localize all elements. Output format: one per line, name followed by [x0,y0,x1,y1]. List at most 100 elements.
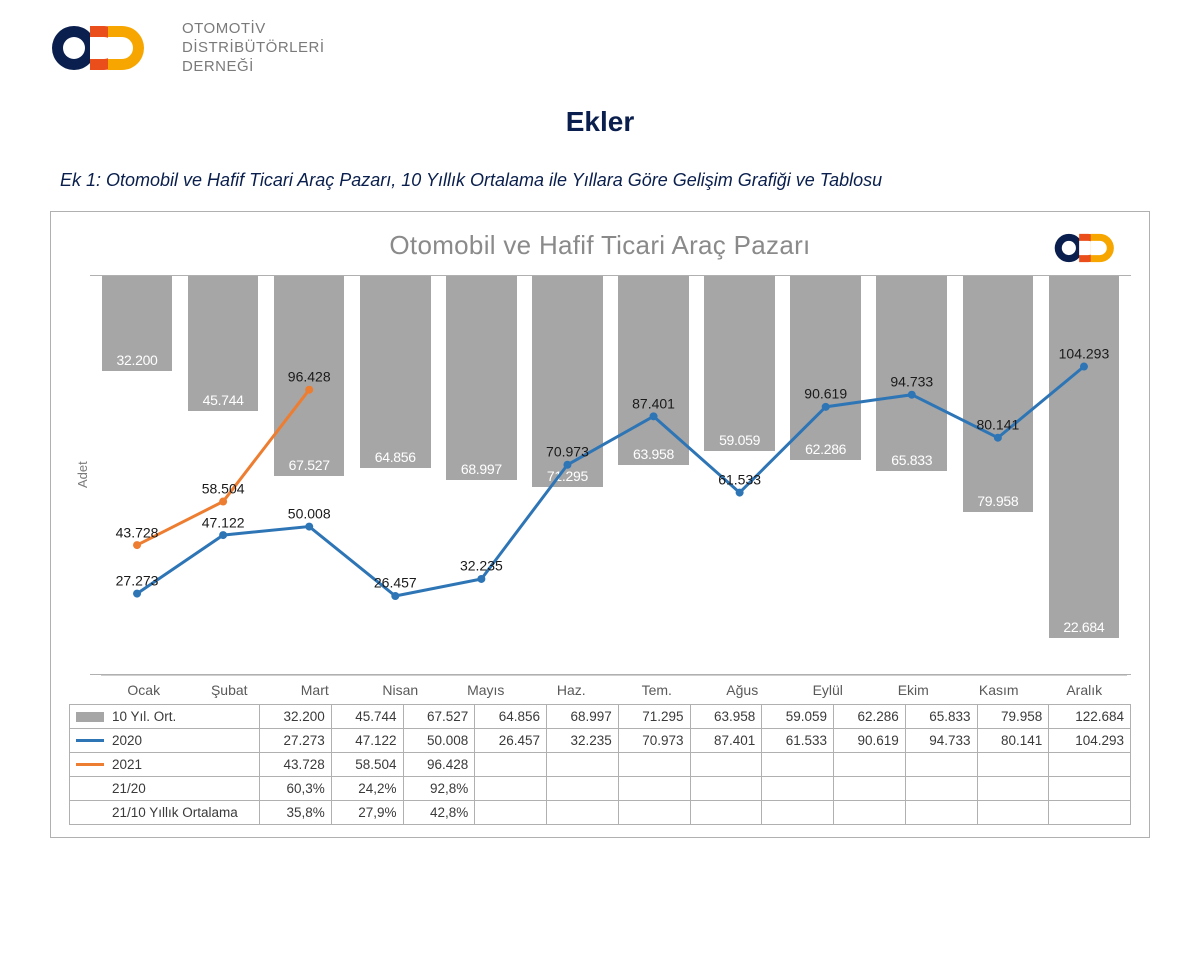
chart-logo-icon [1053,230,1131,266]
x-category-label: Haz. [529,675,615,702]
table-cell: 45.744 [331,705,403,729]
table-cell: 79.958 [977,705,1049,729]
point-label: 90.619 [804,386,847,402]
table-cell [762,777,834,801]
table-cell [690,753,762,777]
table-cell [977,777,1049,801]
legend-label: 10 Yıl. Ort. [112,709,176,724]
x-category-label: Ocak [101,675,187,702]
plot-wrap: Adet 32.20045.74467.52764.85668.99771.29… [69,275,1131,675]
point-label: 94.733 [890,374,933,390]
org-line1: OTOMOTİV [182,20,325,39]
x-category-label: Aralık [1042,675,1128,702]
table-cell [905,801,977,825]
org-line2: DİSTRİBÜTÖRLERİ [182,39,325,58]
table-cell [475,801,547,825]
point-label: 96.428 [288,369,331,385]
data-table: 10 Yıl. Ort.32.20045.74467.52764.85668.9… [69,704,1131,825]
table-cell: 60,3% [260,777,332,801]
legend-cell: 10 Yıl. Ort. [76,709,253,724]
table-cell [618,801,690,825]
table-row: 10 Yıl. Ort.32.20045.74467.52764.85668.9… [70,705,1131,729]
y-axis-label: Adet [69,275,90,675]
x-category-label: Ekim [871,675,957,702]
table-cell: 27.273 [260,729,332,753]
table-cell [1049,801,1131,825]
point-label: 47.122 [202,514,245,530]
table-row: 202143.72858.50496.428 [70,753,1131,777]
table-cell: 70.973 [618,729,690,753]
x-category-label: Ağus [700,675,786,702]
table-cell: 90.619 [834,729,906,753]
odd-logo [50,20,170,76]
chart-title: Otomobil ve Hafif Ticari Araç Pazarı [389,230,810,261]
table-cell [1049,753,1131,777]
table-cell [475,753,547,777]
table-cell [618,777,690,801]
legend-cell: 2021 [76,757,253,772]
table-cell: 104.293 [1049,729,1131,753]
table-cell: 59.059 [762,705,834,729]
table-cell: 94.733 [905,729,977,753]
point-label: 26.457 [374,575,417,591]
table-cell: 65.833 [905,705,977,729]
table-cell: 27,9% [331,801,403,825]
table-row: 2020 27.27347.12250.00826.45732.23570.973… [70,729,1131,753]
plot-area: 32.20045.74467.52764.85668.99771.29563.9… [90,275,1131,675]
x-category-label: Şubat [187,675,273,702]
point-label: 43.728 [116,524,159,540]
table-cell: 71.295 [618,705,690,729]
table-cell: 35,8% [260,801,332,825]
table-cell: 47.122 [331,729,403,753]
x-category-label: Eylül [785,675,871,702]
table-cell: 92,8% [403,777,475,801]
x-category-label: Mart [272,675,358,702]
legend-cell: 2020 [76,733,253,748]
table-cell [834,753,906,777]
table-cell: 67.527 [403,705,475,729]
legend-label: 2020 [112,733,142,748]
table-cell: 32.235 [547,729,619,753]
table-cell: 43.728 [260,753,332,777]
table-cell: 50.008 [403,729,475,753]
table-cell [690,777,762,801]
point-label: 50.008 [288,505,331,521]
point-labels-layer: 27.27347.12250.00826.45732.23570.97387.4… [90,276,1131,674]
table-cell [977,753,1049,777]
table-cell [475,777,547,801]
table-cell [1049,777,1131,801]
table-cell: 61.533 [762,729,834,753]
table-cell [834,801,906,825]
point-label: 104.293 [1059,345,1110,361]
chart-subtitle: Ek 1: Otomobil ve Hafif Ticari Araç Paza… [60,168,1150,193]
org-header: OTOMOTİV DİSTRİBÜTÖRLERİ DERNEĞİ [50,20,1150,76]
table-cell [618,753,690,777]
table-cell: 63.958 [690,705,762,729]
chart-frame: Otomobil ve Hafif Ticari Araç Pazarı Ade… [50,211,1150,838]
x-category-label: Kasım [956,675,1042,702]
legend-swatch-line [76,763,104,766]
point-label: 80.141 [976,417,1019,433]
table-cell: 80.141 [977,729,1049,753]
table-cell [977,801,1049,825]
table-cell: 62.286 [834,705,906,729]
table-cell: 42,8% [403,801,475,825]
table-cell: 24,2% [331,777,403,801]
table-cell: 26.457 [475,729,547,753]
chart-title-row: Otomobil ve Hafif Ticari Araç Pazarı [69,230,1131,261]
table-cell [690,801,762,825]
org-name: OTOMOTİV DİSTRİBÜTÖRLERİ DERNEĞİ [182,20,325,76]
legend-label: 2021 [112,757,142,772]
table-cell: 64.856 [475,705,547,729]
legend-cell: 21/20 [76,781,253,796]
legend-cell: 21/10 Yıllık Ortalama [76,805,253,820]
table-cell [762,801,834,825]
legend-swatch-line [76,739,104,742]
table-cell [547,801,619,825]
point-label: 27.273 [116,572,159,588]
table-cell: 58.504 [331,753,403,777]
table-cell: 68.997 [547,705,619,729]
x-categories: OcakŞubatMartNisanMayısHaz.Tem.AğusEylül… [97,675,1131,702]
table-cell: 87.401 [690,729,762,753]
x-category-label: Mayıs [443,675,529,702]
